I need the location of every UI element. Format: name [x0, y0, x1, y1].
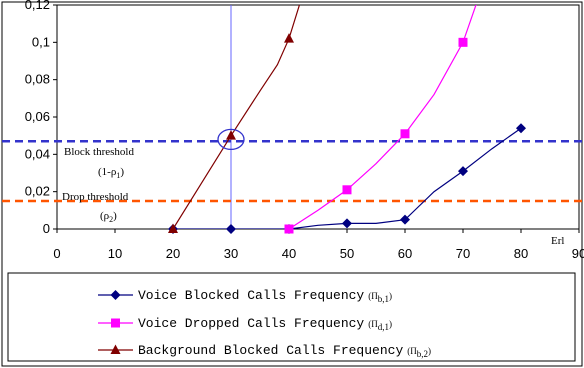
y-tick-label: 0,04	[25, 146, 50, 161]
data-point-background-blocked	[168, 223, 178, 233]
block-threshold-label: Block threshold	[64, 146, 134, 158]
legend-marker	[110, 290, 121, 300]
data-point-voice-blocked	[516, 123, 526, 134]
data-point-voice-dropped	[284, 224, 294, 234]
y-tick-label: 0,08	[25, 72, 50, 87]
y-axis-ticks: 0 0,02 0,04 0,06 0,08 0,1 0,12	[25, 0, 57, 236]
x-tick-label: 40	[282, 246, 296, 261]
data-point-background-blocked	[284, 33, 294, 43]
drop-threshold-sublabel: (ρ2)	[100, 210, 117, 224]
x-tick-label: 60	[398, 246, 412, 261]
x-tick-label: 90	[572, 246, 584, 261]
y-tick-label: 0,06	[25, 109, 50, 124]
series-line-voice-blocked	[173, 127, 522, 229]
legend-label: Background Blocked Calls Frequency (Πb,2)	[138, 343, 431, 359]
data-point-voice-blocked	[226, 224, 236, 234]
x-tick-label: 20	[166, 246, 180, 261]
data-point-voice-dropped	[400, 129, 410, 139]
legend: Voice Blocked Calls Frequency (Πb,1) Voice…	[98, 288, 431, 359]
legend-marker	[111, 318, 120, 328]
series-line-voice-dropped	[288, 5, 477, 229]
data-point-voice-dropped	[458, 37, 468, 47]
x-axis-ticks: 0 10 20 30 40 50 60 70 80 90	[53, 229, 584, 261]
legend-marker	[110, 344, 121, 354]
data-point-background-blocked	[226, 130, 236, 140]
series-layer	[168, 5, 526, 234]
data-point-voice-blocked	[458, 166, 468, 177]
legend-item-voice-dropped: Voice Dropped Calls Frequency (Πd,1)	[98, 316, 392, 332]
x-axis-label: Erl	[551, 235, 564, 247]
drop-threshold-label: Drop threshold	[62, 191, 129, 203]
data-point-voice-dropped	[342, 185, 352, 195]
y-tick-label: 0,12	[25, 0, 50, 12]
legend-label: Voice Blocked Calls Frequency (Πb,1)	[138, 288, 392, 304]
legend-item-voice-blocked: Voice Blocked Calls Frequency (Πb,1)	[98, 288, 392, 304]
y-tick-label: 0	[43, 221, 50, 236]
x-tick-label: 0	[53, 246, 60, 261]
y-tick-label: 0,02	[25, 184, 50, 199]
data-point-voice-blocked	[400, 214, 410, 225]
x-tick-label: 70	[456, 246, 470, 261]
plot-area	[56, 4, 580, 230]
block-threshold-sublabel: (1-ρ1)	[98, 166, 124, 180]
x-tick-label: 30	[224, 246, 238, 261]
legend-box	[7, 272, 576, 362]
series-voice-dropped	[284, 5, 477, 234]
legend-label: Voice Dropped Calls Frequency (Πd,1)	[138, 316, 392, 332]
legend-item-background-blocked: Background Blocked Calls Frequency (Πb,2)	[98, 343, 431, 359]
x-tick-label: 50	[340, 246, 354, 261]
x-tick-label: 10	[108, 246, 122, 261]
y-tick-label: 0,1	[32, 34, 50, 49]
data-point-voice-blocked	[342, 218, 352, 229]
highlight-ellipse	[217, 128, 245, 151]
x-tick-label: 80	[514, 246, 528, 261]
series-background-blocked	[168, 5, 301, 233]
